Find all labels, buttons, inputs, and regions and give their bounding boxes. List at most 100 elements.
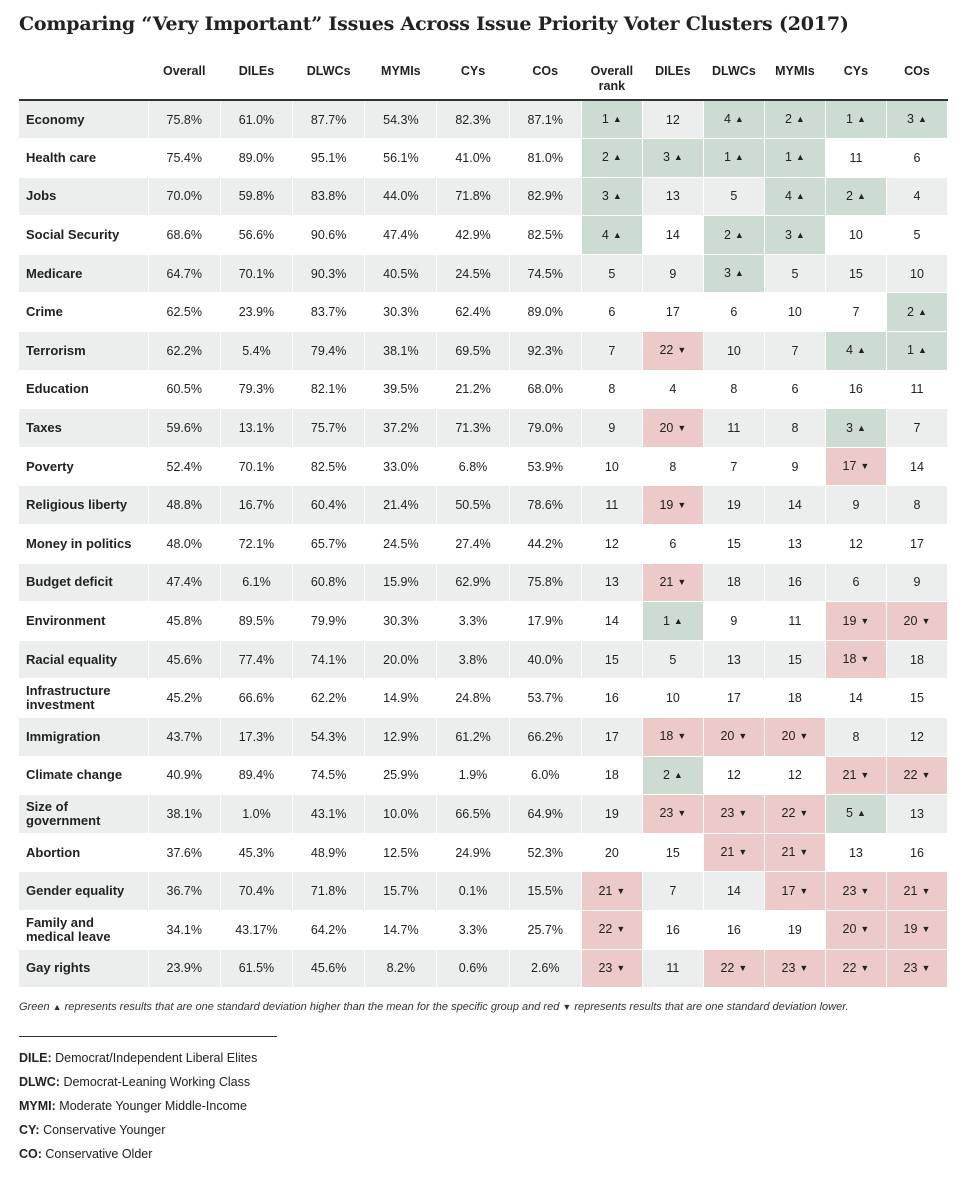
rank-value: 8 <box>791 421 799 436</box>
up-arrow-icon: ▲ <box>795 190 805 201</box>
rank-value: 16 <box>665 922 680 937</box>
rank-cell: 17 <box>703 678 765 718</box>
rank-value: 8 <box>730 382 738 397</box>
down-arrow-icon: ▼ <box>921 769 931 780</box>
footnote: Green ▲ represents results that are one … <box>19 1001 954 1013</box>
percent-cell: 79.4% <box>292 331 366 371</box>
table-row: Infrastructure investment 45.2% 66.6% 62.2%… <box>19 678 949 718</box>
table-body: Economy 75.8% 61.0% 87.7% 54.3% 82.3% 87.1% 1 ▲ 1… <box>19 100 949 989</box>
rank-cell: 23 ▼ <box>825 871 887 911</box>
rank-value: 12 <box>665 112 680 127</box>
table-row: Economy 75.8% 61.0% 87.7% 54.3% 82.3% 87.1% 1 ▲ 1… <box>19 100 949 140</box>
percent-cell: 69.5% <box>436 331 510 371</box>
definition-abbr: CY: <box>19 1123 40 1137</box>
percent-cell: 21.2% <box>436 370 510 410</box>
table-row: Poverty 52.4% 70.1% 82.5% 33.0% 6.8% 53.9% 10 8 7… <box>19 447 949 487</box>
rank-cell: 11 <box>703 408 765 448</box>
up-arrow-icon: ▲ <box>612 114 622 125</box>
percent-cell: 17.9% <box>509 601 582 641</box>
table-row: Social Security 68.6% 56.6% 90.6% 47.4% 42.9%… <box>19 215 949 255</box>
issue-label: Abortion <box>19 833 149 873</box>
rank-value: 14 <box>787 498 802 513</box>
down-arrow-icon: ▼ <box>860 615 870 626</box>
issue-label: Size of government <box>19 794 149 834</box>
percent-cell: 61.2% <box>436 717 510 757</box>
rank-cell: 20 ▼ <box>825 910 887 950</box>
percent-cell: 62.2% <box>148 331 221 371</box>
rank-value: 19 <box>604 806 619 821</box>
rank-value: 14 <box>665 228 680 243</box>
table-row: Gender equality 36.7% 70.4% 71.8% 15.7% 0.1% 1… <box>19 871 949 911</box>
rank-cell: 19 <box>581 794 643 834</box>
issue-label: Taxes <box>19 408 149 448</box>
percent-cell: 56.6% <box>220 215 294 255</box>
rank-cell: 16 <box>642 910 704 950</box>
percent-cell: 43.17% <box>220 910 294 950</box>
table-row: Size of government 38.1% 1.0% 43.1% 10.0% 66.… <box>19 794 949 834</box>
table-row: Jobs 70.0% 59.8% 83.8% 44.0% 71.8% 82.9% 3 ▲ 13 5 4… <box>19 177 949 217</box>
percent-cell: 45.2% <box>148 678 221 718</box>
rank-value: 16 <box>726 922 741 937</box>
rank-cell: 18 <box>886 640 949 680</box>
up-arrow-icon: ▲ <box>917 306 927 317</box>
rank-cell: 15 <box>764 640 826 680</box>
rank-cell: 11 <box>825 138 887 178</box>
up-arrow-icon: ▲ <box>856 808 866 819</box>
rank-value: 2 <box>662 767 670 782</box>
rank-value: 9 <box>669 266 677 281</box>
percent-cell: 75.7% <box>292 408 366 448</box>
rank-value: 18 <box>604 768 619 783</box>
percent-cell: 1.0% <box>220 794 294 834</box>
percent-cell: 24.5% <box>364 524 438 564</box>
rank-cell: 9 <box>642 254 704 294</box>
percent-cell: 40.5% <box>364 254 438 294</box>
percent-cell: 25.9% <box>364 756 438 796</box>
percent-cell: 43.1% <box>292 794 366 834</box>
rank-value: 1 <box>601 112 609 127</box>
rank-value: 2 <box>601 150 609 165</box>
rank-cell: 22 ▼ <box>764 794 826 834</box>
rank-cell: 2 ▲ <box>581 138 643 178</box>
percent-cell: 59.6% <box>148 408 221 448</box>
percent-cell: 78.6% <box>509 485 582 526</box>
rank-value: 11 <box>605 498 619 513</box>
percent-cell: 87.1% <box>509 100 582 140</box>
table-row: Budget deficit 47.4% 6.1% 60.8% 15.9% 62.9% 75… <box>19 563 949 603</box>
rank-cell: 21 ▼ <box>703 833 765 873</box>
rank-value: 5 <box>730 189 738 204</box>
rank-value: 15 <box>726 536 741 551</box>
rank-cell: 4 ▲ <box>581 215 643 255</box>
down-arrow-icon: ▼ <box>738 731 748 742</box>
issues-table: Overall DILEs DLWCs MYMIs CYs COs Overall rank… <box>19 62 949 989</box>
rank-cell: 15 <box>642 833 704 873</box>
up-arrow-icon: ▲ <box>917 345 927 356</box>
rank-value: 21 <box>842 767 857 782</box>
definition-abbr: MYMI: <box>19 1099 56 1113</box>
rank-value: 7 <box>608 343 616 358</box>
issue-label: Religious liberty <box>19 485 149 526</box>
percent-cell: 24.9% <box>436 833 510 873</box>
rank-value: 3 <box>662 150 670 165</box>
rank-cell: 4 <box>642 370 704 410</box>
percent-cell: 71.8% <box>292 871 366 911</box>
rank-cell: 16 <box>886 833 949 873</box>
rank-value: 17 <box>726 691 741 706</box>
down-arrow-icon: ▼ <box>616 962 626 973</box>
rank-value: 20 <box>659 420 674 435</box>
rank-cell: 13 <box>642 177 704 217</box>
percent-cell: 79.3% <box>220 370 294 410</box>
definition-abbr: DLWC: <box>19 1075 60 1089</box>
percent-cell: 68.0% <box>509 370 582 410</box>
column-header: COs <box>904 64 930 78</box>
percent-cell: 6.0% <box>509 756 582 796</box>
rank-value: 20 <box>842 922 857 937</box>
footnote-end: represents results that are one standard… <box>574 1001 849 1013</box>
header-issue <box>19 62 148 100</box>
percent-cell: 62.4% <box>436 292 510 333</box>
up-arrow-icon: ▲ <box>856 190 866 201</box>
down-arrow-icon: ▼ <box>921 962 931 973</box>
table-row: Racial equality 45.6% 77.4% 74.1% 20.0% 3.8% 4… <box>19 640 949 680</box>
rank-cell: 18 <box>703 563 765 603</box>
rank-cell: 3 ▲ <box>581 177 643 217</box>
rank-value: 1 <box>723 150 731 165</box>
